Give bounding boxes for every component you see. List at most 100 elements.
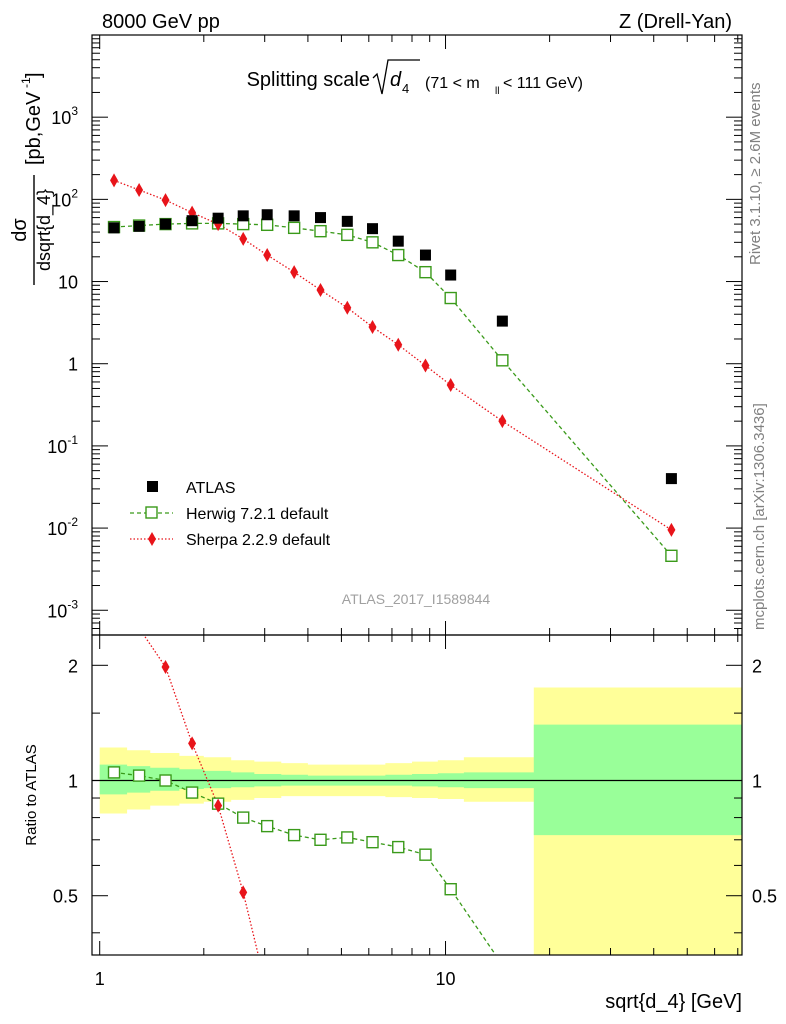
ratio-herwig-point (366, 835, 379, 849)
atlas-point (212, 212, 224, 224)
ratio-frame (91, 634, 743, 956)
process-label: Z (Drell-Yan) (619, 11, 732, 33)
svg-text:dsqrt{d_4}: dsqrt{d_4} (34, 189, 55, 271)
sherpa-point (239, 231, 248, 246)
ratio-herwig-point (159, 774, 172, 787)
ratio-sherpa-point (239, 885, 248, 900)
title-range-end: < 111 GeV) (503, 75, 583, 92)
x-axis-label: sqrt{d_4} [GeV] (605, 991, 742, 1013)
ratio-herwig-point (419, 848, 432, 861)
rivet-label: Rivet 3.1.10, ≥ 2.6M events (747, 83, 764, 266)
sherpa-point (263, 248, 272, 263)
legend: ATLAS Herwig 7.2.1 default Sherpa 2.2.9 … (130, 480, 331, 549)
legend-sherpa-marker (148, 532, 156, 546)
ratio-herwig-point (341, 831, 354, 844)
atlas-point (665, 473, 677, 485)
legend-herwig-label: Herwig 7.2.1 default (186, 506, 329, 523)
sherpa-point (290, 265, 299, 280)
sherpa-line (113, 179, 672, 531)
ratio-herwig-point (107, 766, 121, 779)
ratio-y-tick-label-right: 2 (752, 656, 762, 676)
title-d: d (390, 69, 402, 91)
x-tick-label: 1 (95, 969, 105, 989)
legend-atlas-label: ATLAS (186, 480, 236, 497)
herwig-point (496, 354, 509, 367)
analysis-watermark: ATLAS_2017_I1589844 (342, 591, 491, 607)
title-prefix: Splitting scale (247, 69, 370, 91)
ratio-ylabel: Ratio to ATLAS (23, 744, 40, 845)
ratio-y-tick-label-right: 0.5 (752, 887, 777, 907)
y-tick-label: 103 (51, 104, 78, 128)
atlas-point (186, 215, 198, 227)
sherpa-point (316, 282, 325, 297)
y-tick-label: 10-3 (47, 597, 78, 621)
y-tick-label: 10 (58, 273, 78, 293)
y-tick-label: 1 (68, 355, 78, 375)
main-ylabel: dσ dsqrt{d_4} [pb,GeV -1 ] (9, 72, 55, 285)
ratio-y-tick-label-right: 1 (752, 772, 762, 792)
herwig-point (314, 224, 327, 238)
ratio-herwig-point (444, 882, 457, 896)
ratio-herwig-point (392, 840, 405, 854)
herwig-point (419, 265, 432, 279)
atlas-point (392, 235, 404, 247)
ratio-plot-area (107, 635, 497, 955)
ratio-y-tick-label: 2 (68, 656, 78, 676)
atlas-point (496, 315, 508, 327)
atlas-point (445, 269, 457, 281)
legend-herwig-marker (145, 506, 158, 519)
sherpa-point (368, 319, 377, 334)
ratio-herwig-point (132, 769, 146, 782)
sherpa-point (161, 193, 170, 208)
herwig-point (444, 291, 457, 305)
ratio-y-tick-label: 1 (68, 772, 78, 792)
atlas-point (315, 212, 327, 224)
atlas-point (288, 210, 300, 222)
mcplots-label: mcplots.cern.ch [arXiv:1306.3436] (751, 403, 768, 630)
atlas-point (160, 218, 172, 230)
legend-atlas-marker (147, 481, 158, 492)
ratio-herwig-point (237, 811, 250, 824)
atlas-point (108, 222, 120, 234)
svg-text:dσ: dσ (9, 218, 31, 242)
ratio-sherpa-point (188, 736, 197, 751)
sherpa-point (667, 522, 676, 537)
herwig-point (366, 236, 379, 249)
title-range-sub: ll (495, 86, 499, 97)
ratio-herwig-point (185, 786, 199, 799)
band-inner (99, 724, 742, 836)
main-plot-area (107, 173, 678, 562)
sherpa-point (498, 414, 507, 429)
legend-sherpa-label: Sherpa 2.2.9 default (186, 532, 331, 549)
title-range: (71 < m (425, 75, 480, 92)
title-d-sub: 4 (402, 81, 409, 96)
sherpa-point (446, 378, 455, 393)
sherpa-point (110, 173, 119, 188)
ratio-herwig-point (260, 819, 274, 833)
sherpa-point (394, 337, 403, 352)
svg-text:]: ] (23, 72, 45, 78)
svg-text:[pb,GeV: [pb,GeV (23, 91, 45, 165)
svg-text:-1: -1 (19, 77, 33, 88)
sherpa-point (135, 182, 144, 197)
herwig-point (260, 218, 274, 232)
ratio-herwig-point (287, 828, 301, 842)
herwig-point (341, 228, 354, 242)
ratio-herwig-point (314, 833, 327, 846)
ratio-uncertainty-bands (92, 687, 742, 955)
y-tick-label: 10-1 (47, 433, 78, 457)
plot-title: Splitting scale d 4 (71 < m ll < 111 GeV… (247, 59, 583, 97)
atlas-point (133, 220, 145, 232)
herwig-point (665, 549, 678, 562)
atlas-point (237, 210, 249, 222)
ratio-y-tick-label: 0.5 (53, 887, 78, 907)
main-axes: 10-3 10-2 10-1 1 10 102 103 (47, 34, 742, 636)
atlas-point (261, 209, 273, 221)
ratio-sherpa-point (214, 798, 223, 813)
atlas-point (419, 249, 431, 261)
energy-label: 8000 GeV pp (102, 11, 220, 33)
sherpa-point (343, 300, 352, 315)
atlas-point (341, 215, 353, 227)
ratio-sherpa-line (143, 635, 259, 955)
